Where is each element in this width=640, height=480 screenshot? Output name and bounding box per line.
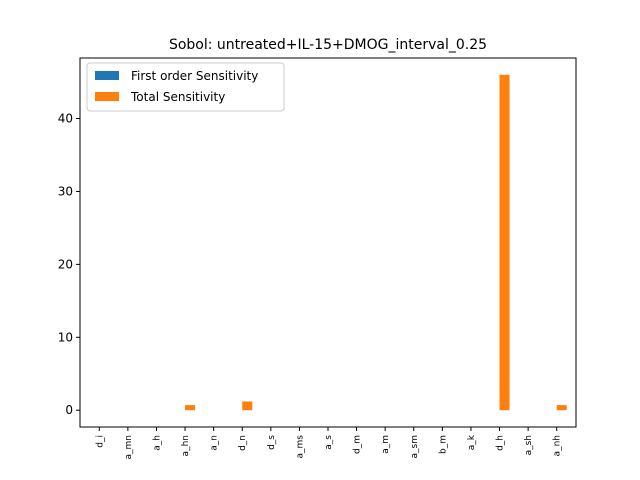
x-tick-label-a_m: a_m [381, 435, 391, 454]
x-tick-label-d_n: d_n [238, 435, 248, 451]
y-tick-label: 20 [58, 257, 73, 271]
x-tick-label-d_s: d_s [267, 435, 277, 450]
x-tick-label-a_mn: a_mn [124, 435, 134, 460]
x-tick-label-a_nh: a_nh [553, 435, 563, 456]
x-tick-label-a_n: a_n [210, 435, 220, 451]
x-axis: d_i a_mn a_h a_hn a_n d_n d_s a_ms a_s d_m a_m a_sm… [95, 427, 563, 460]
bar-total-a_nh [556, 405, 567, 411]
y-tick-label: 30 [58, 184, 73, 198]
bar-total-d_n [242, 401, 253, 411]
x-tick-label-a_h: a_h [152, 435, 162, 451]
y-tick-label: 0 [65, 403, 73, 417]
y-tick-label: 40 [58, 112, 73, 126]
x-tick-label-b_m: b_m [438, 435, 448, 454]
y-tick-label: 10 [58, 330, 73, 344]
bars-layer [185, 74, 567, 411]
x-tick-label-d_h: d_h [496, 435, 506, 451]
legend-label-first-order: First order Sensitivity [131, 69, 258, 83]
bar-total-a_hn [185, 405, 196, 411]
legend-swatch-first-order [95, 71, 119, 80]
x-tick-label-d_i: d_i [95, 435, 105, 448]
legend-swatch-total [95, 92, 119, 101]
x-tick-label-a_k: a_k [467, 434, 477, 450]
chart-title: Sobol: untreated+IL-15+DMOG_interval_0.2… [169, 37, 487, 53]
legend-label-total: Total Sensitivity [130, 90, 225, 104]
x-tick-label-d_m: d_m [353, 435, 363, 454]
x-tick-label-a_s: a_s [324, 435, 334, 450]
x-tick-label-a_sh: a_sh [524, 435, 534, 455]
x-tick-label-a_ms: a_ms [295, 435, 305, 459]
x-tick-label-a_sm: a_sm [410, 435, 420, 458]
plot-frame [79, 57, 577, 428]
legend-box [86, 62, 285, 112]
x-tick-label-a_hn: a_hn [181, 435, 191, 456]
bar-total-d_h [499, 74, 510, 411]
y-axis: 0 10 20 30 40 [58, 112, 80, 417]
legend: First order Sensitivity Total Sensitivit… [86, 62, 285, 112]
